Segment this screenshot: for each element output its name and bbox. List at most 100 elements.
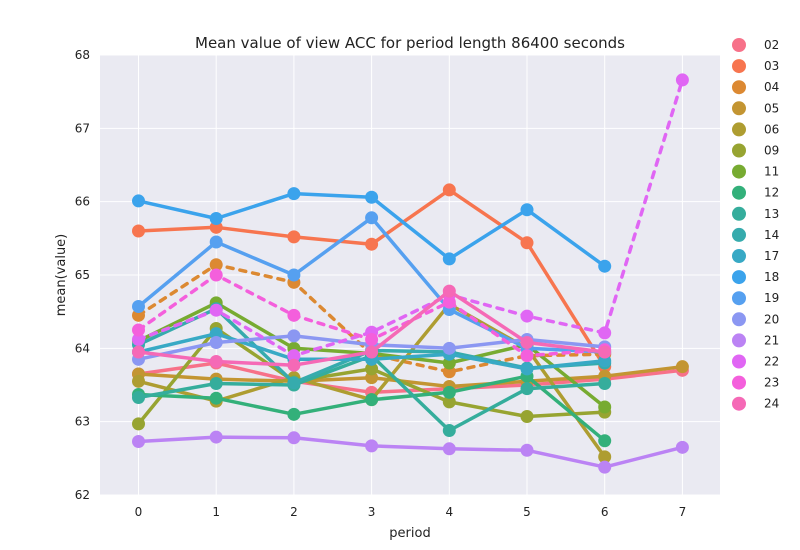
legend-marker <box>732 59 746 74</box>
data-point <box>132 345 145 359</box>
y-tick-label: 64 <box>75 341 90 355</box>
x-tick-label: 5 <box>523 505 531 519</box>
y-tick-label: 62 <box>75 488 90 502</box>
data-point <box>365 345 379 359</box>
legend-marker <box>732 38 746 52</box>
legend-item: 22 <box>732 354 779 369</box>
legend-item: 06 <box>732 122 779 137</box>
data-point <box>132 374 145 388</box>
legend-label: 05 <box>764 101 779 115</box>
legend-item: 17 <box>732 249 779 263</box>
data-point <box>132 194 145 208</box>
data-point <box>209 212 223 226</box>
legend-marker <box>732 396 746 411</box>
legend-label: 23 <box>764 376 779 390</box>
legend-marker <box>732 143 746 158</box>
legend-label: 21 <box>764 333 779 347</box>
data-point <box>520 335 534 349</box>
y-tick-label: 63 <box>75 415 90 429</box>
data-point <box>287 187 301 201</box>
series-layer <box>132 73 689 474</box>
legend-marker <box>732 206 746 221</box>
x-tick-label: 4 <box>445 505 453 519</box>
data-point <box>675 360 689 374</box>
legend-label: 13 <box>764 207 779 221</box>
x-axis-ticks: 0 1 2 3 4 5 6 7 <box>135 505 687 519</box>
legend-label: 02 <box>764 38 779 52</box>
legend-item: 12 <box>732 185 779 200</box>
legend-item: 24 <box>732 396 779 411</box>
data-point <box>365 362 379 376</box>
legend-item: 23 <box>732 375 779 390</box>
legend-item: 19 <box>732 291 779 306</box>
x-tick-label: 7 <box>679 505 687 519</box>
data-point <box>598 400 612 414</box>
data-point <box>132 333 145 347</box>
data-point <box>287 230 301 244</box>
legend-item: 14 <box>732 227 779 242</box>
data-point <box>287 407 301 421</box>
legend-label: 22 <box>764 355 779 369</box>
x-tick-label: 6 <box>601 505 609 519</box>
data-point <box>287 329 301 343</box>
y-axis-title: mean(value) <box>54 234 69 317</box>
data-point <box>598 460 612 474</box>
data-point <box>287 349 301 363</box>
legend-item: 09 <box>732 143 779 158</box>
data-point <box>365 439 379 453</box>
data-point <box>520 203 534 217</box>
legend: 02 03 04 05 06 09 11 12 13 14 17 18 19 20 21 22 23 24 <box>732 38 779 411</box>
data-point <box>365 393 379 407</box>
x-tick-label: 1 <box>212 505 220 519</box>
data-point <box>209 377 223 391</box>
data-point <box>520 443 534 457</box>
legend-marker <box>732 249 746 263</box>
legend-item: 18 <box>732 270 779 285</box>
legend-label: 11 <box>764 165 779 179</box>
data-point <box>365 333 379 347</box>
data-point <box>520 382 534 396</box>
legend-label: 04 <box>764 80 779 94</box>
x-axis-title: period <box>389 526 430 541</box>
legend-marker <box>732 291 746 306</box>
data-point <box>209 430 223 444</box>
data-point <box>442 284 456 298</box>
legend-item: 13 <box>732 206 779 221</box>
data-point <box>598 259 612 273</box>
legend-label: 17 <box>764 249 779 263</box>
legend-marker <box>732 185 746 200</box>
legend-item: 21 <box>732 333 779 348</box>
legend-label: 24 <box>764 397 779 411</box>
series-line <box>136 435 685 469</box>
legend-marker <box>732 354 746 369</box>
data-point <box>520 236 534 250</box>
data-point <box>520 349 534 363</box>
data-point <box>132 300 145 314</box>
legend-label: 20 <box>764 312 779 326</box>
series-03 <box>132 183 612 374</box>
legend-item: 05 <box>732 101 779 116</box>
data-point <box>598 326 612 340</box>
series-line <box>136 78 685 358</box>
data-point <box>442 423 456 437</box>
data-point <box>287 376 301 390</box>
data-point <box>365 190 379 204</box>
legend-label: 14 <box>764 228 779 242</box>
data-point <box>598 377 612 391</box>
data-point <box>287 268 301 282</box>
legend-label: 18 <box>764 270 779 284</box>
y-tick-label: 67 <box>75 121 90 135</box>
data-point <box>675 440 689 454</box>
legend-marker <box>732 164 746 179</box>
data-point <box>520 410 534 424</box>
legend-marker <box>732 375 746 390</box>
data-point <box>287 431 301 445</box>
legend-item: 02 <box>732 38 779 52</box>
legend-marker <box>732 270 746 285</box>
legend-label: 19 <box>764 291 779 305</box>
legend-marker <box>732 227 746 242</box>
x-tick-label: 0 <box>135 505 143 519</box>
series-18 <box>132 187 612 273</box>
data-point <box>365 237 379 251</box>
data-point <box>598 345 612 359</box>
